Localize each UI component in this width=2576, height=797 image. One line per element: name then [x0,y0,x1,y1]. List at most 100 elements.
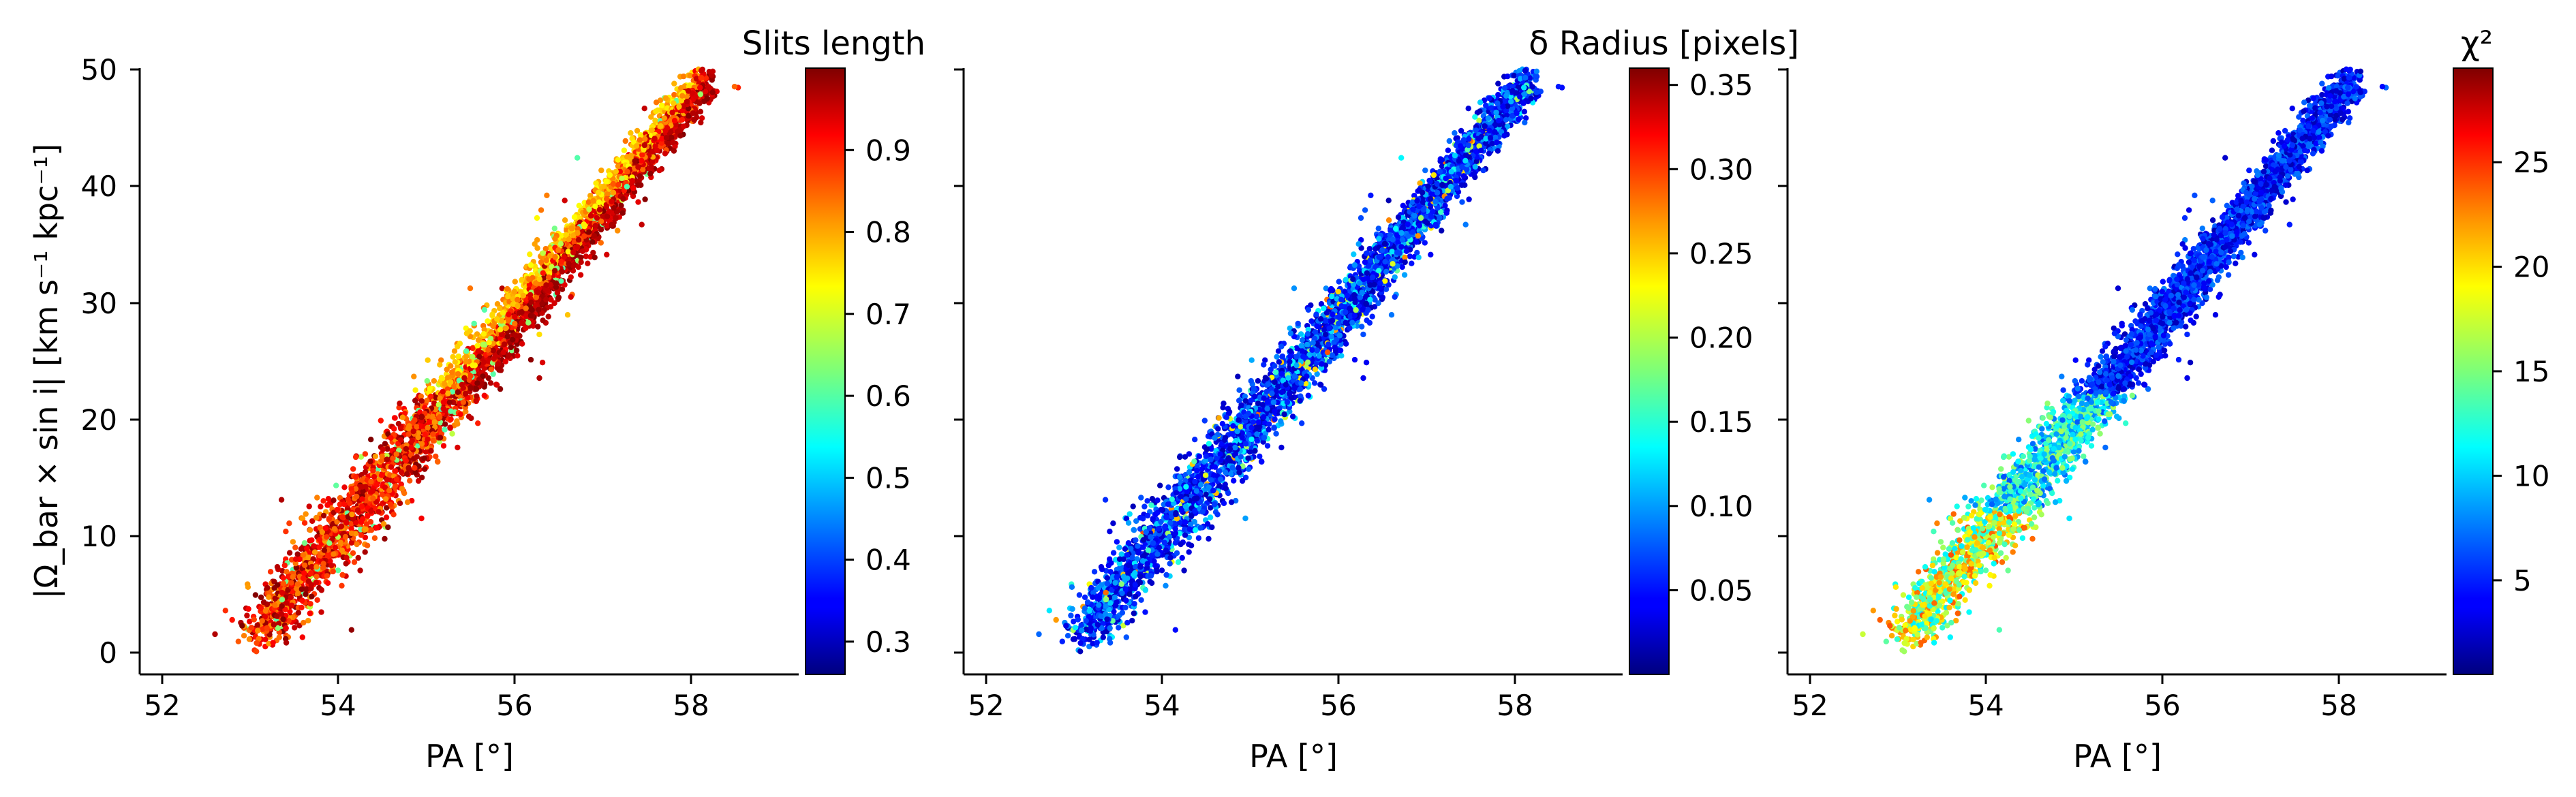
scatter-point [311,549,318,555]
scatter-point [271,585,277,591]
scatter-point [653,108,659,114]
scatter-point [609,198,615,205]
scatter-point [359,484,365,490]
scatter-point [331,497,337,503]
scatter-point [442,421,448,427]
y-tick-label: 20 [81,403,117,437]
scatter-point [671,100,677,106]
scatter-point [292,544,298,550]
scatter-point [316,537,323,543]
scatter-point [320,561,326,567]
scatter-point [339,582,345,589]
scatter-point [415,478,422,484]
scatter-point [358,532,365,538]
scatter-point [212,631,218,638]
scatter-point [330,568,336,575]
scatter-point [339,547,346,553]
scatter-point [331,526,338,532]
scatter-point [437,414,443,420]
scatter-point [1142,609,1148,615]
scatter-point [562,217,568,223]
scatter-point [662,95,669,101]
scatter-point [314,597,320,603]
scatter-point [467,285,474,292]
scatter-point [431,378,438,384]
scatter-point [561,254,567,260]
scatter-point [288,580,294,586]
colorbar-tick-label: 0.9 [865,134,911,167]
y-axis-label: |Ω_bar × sin i| [km s⁻¹ kpc⁻¹] [28,144,65,599]
colorbar: Slits length 0.30.40.50.60.70.80.9 [742,25,925,675]
scatter-point [1360,331,1366,338]
scatter-point [555,247,562,253]
scatter-point [368,478,374,485]
scatter-point [629,178,635,184]
y-tick-label: 30 [81,287,117,320]
scatter-point [540,250,546,256]
scatter-point [300,552,307,558]
scatter-point [354,541,360,548]
scatter-point [463,330,470,337]
scatter-point [487,380,494,386]
scatter-point [697,108,704,114]
scatter-point [279,597,286,603]
scatter-point [307,527,313,533]
scatter-point [271,621,277,628]
scatter-point [628,153,634,159]
scatter-point [379,491,385,498]
scatter-point [552,254,558,260]
scatter-point [418,441,425,447]
scatter-point [280,616,286,623]
scatter-point [463,325,469,332]
scatter-point [339,514,346,520]
scatter-point [532,241,538,247]
scatter-point [457,411,463,418]
scatter-point [348,540,355,546]
scatter-point [634,127,641,134]
scatter-point [283,529,289,535]
scatter-point [345,496,351,503]
scatter-point [455,444,461,451]
scatter-point [304,546,310,552]
scatter-point [543,296,549,302]
scatter-point [633,143,640,149]
scatter-point [388,464,395,470]
scatter-point [647,170,654,177]
scatter-point [448,363,454,369]
scatter-point [292,556,299,562]
scatter-point [292,625,298,631]
scatter-point [433,453,439,460]
scatter-point [662,151,669,157]
scatter-point [448,416,454,422]
scatter-point [371,535,378,542]
scatter-point [324,534,330,540]
scatter-point [384,456,390,463]
scatter-point [679,116,686,123]
scatter-point [527,356,534,363]
scatter-point [399,414,405,420]
scatter-point [371,473,378,480]
scatter-point [583,253,589,260]
scatter-point [393,468,399,474]
scatter-point [245,606,251,612]
scatter-point [338,524,344,530]
scatter-point [414,454,420,460]
scatter-point [621,147,628,153]
scatter-point [278,497,285,503]
scatter-point [622,138,628,144]
scatter-point [494,316,500,322]
scatter-point [581,233,587,239]
scatter-point [352,454,359,460]
scatter-point [630,185,637,191]
scatter-point [619,175,625,182]
scatter-point [527,251,533,257]
scatter-point [410,428,416,435]
scatter-point [363,526,369,532]
scatter-point [403,458,409,464]
scatter-point [586,206,592,213]
scatter-point [488,366,495,373]
scatter-point [587,253,594,260]
scatter-point [254,622,260,629]
scatter-point [505,293,511,300]
scatter-point [559,268,566,275]
